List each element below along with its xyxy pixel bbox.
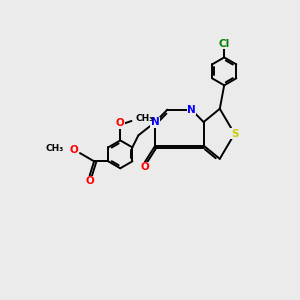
Text: O: O (116, 118, 125, 128)
Text: CH₃: CH₃ (135, 114, 153, 123)
Text: CH₃: CH₃ (46, 144, 64, 153)
Text: S: S (231, 129, 238, 139)
Text: N: N (151, 117, 160, 127)
Text: N: N (187, 105, 196, 115)
Text: O: O (141, 162, 149, 172)
Text: O: O (85, 176, 94, 186)
Text: Cl: Cl (219, 39, 230, 49)
Text: O: O (70, 145, 78, 155)
